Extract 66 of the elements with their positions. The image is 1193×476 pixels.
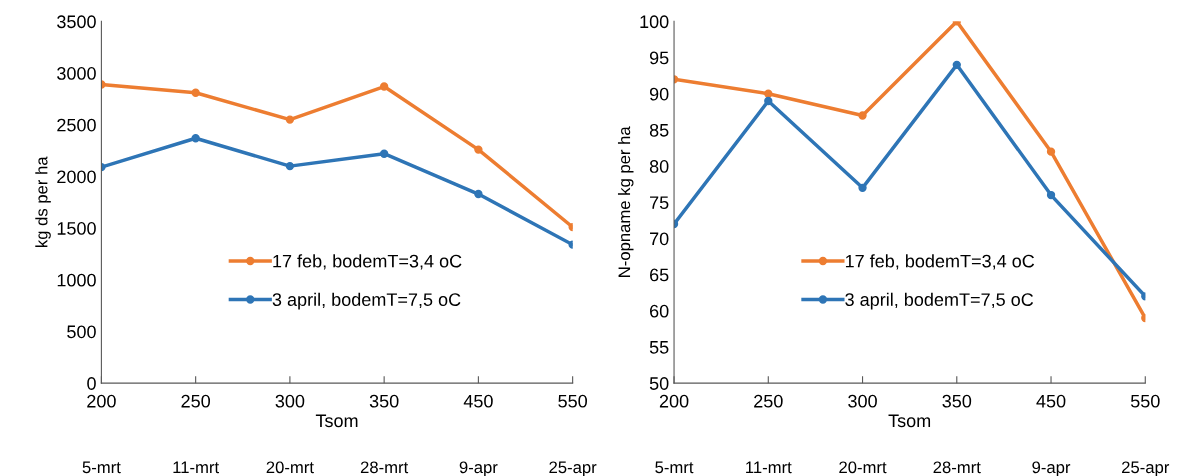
text: 25-apr xyxy=(549,461,597,476)
text: 20-mrt xyxy=(266,461,314,474)
y-tick-label: 1500 xyxy=(57,222,96,235)
point xyxy=(858,111,867,120)
x-tick-label: 250 xyxy=(181,394,211,408)
text: 11-mrt xyxy=(746,461,792,474)
point xyxy=(191,88,200,97)
x-tick-label: 350 xyxy=(369,394,399,408)
y-tick-label: 85 xyxy=(649,123,669,137)
x-tick-label: 300 xyxy=(848,394,877,408)
x-tick-label: 250 xyxy=(754,394,783,408)
y-axis-title: N-opname kg per ha xyxy=(617,126,634,277)
point xyxy=(474,145,483,154)
point xyxy=(191,134,200,143)
text: 9-apr xyxy=(459,461,498,476)
y-tick-label: 75 xyxy=(650,196,669,210)
y-tick-label: 3500 xyxy=(57,15,96,29)
x-tick-label: 200 xyxy=(87,394,116,408)
text: 9-apr xyxy=(1032,461,1071,476)
x-tick-label: 450 xyxy=(463,394,493,408)
x-tick-label: 300 xyxy=(275,394,305,408)
y-tick-label: 0 xyxy=(87,377,96,390)
x-tick-label: 350 xyxy=(942,394,972,408)
text: 28-mrt xyxy=(360,461,409,474)
point xyxy=(379,149,389,158)
y-tick-label: 70 xyxy=(650,232,669,246)
y-tick-label: 55 xyxy=(649,341,669,354)
y-tick-label: 500 xyxy=(67,325,96,339)
text: 28-mrt xyxy=(933,461,981,474)
x-axis-title: Tsom xyxy=(888,414,931,428)
text: 20-mrt xyxy=(839,461,887,474)
y-tick-label: 100 xyxy=(640,15,669,29)
point xyxy=(285,115,295,124)
y-tick-label: 1000 xyxy=(57,273,96,287)
point xyxy=(1046,147,1056,156)
y-axis-title: kg ds per ha xyxy=(35,156,51,248)
y-tick-label: 50 xyxy=(649,377,669,390)
y-tick-label: 65 xyxy=(650,268,669,282)
legend-label: 17 feb, bodemT=3,4 oC xyxy=(273,254,462,270)
point xyxy=(1046,190,1056,200)
y-tick-label: 2500 xyxy=(57,118,96,132)
y-tick-label: 3000 xyxy=(57,67,96,80)
x-axis-title: Tsom xyxy=(315,414,358,428)
legend-label: 17 feb, bodemT=3,4 oC xyxy=(845,254,1035,270)
legend-label: 3 april, bodemT=7,5 oC xyxy=(272,292,461,310)
point xyxy=(858,183,867,192)
y-tick-label: 80 xyxy=(649,160,669,173)
x-tick-label: 550 xyxy=(1130,394,1160,408)
y-tick-label: 95 xyxy=(649,51,669,65)
point xyxy=(952,60,961,69)
y-tick-label: 90 xyxy=(649,87,669,101)
y-tick-label: 60 xyxy=(650,304,669,318)
y-tick-label: 2000 xyxy=(57,170,96,184)
point xyxy=(379,82,389,91)
point xyxy=(285,161,295,171)
point xyxy=(764,96,773,106)
legend-label: 3 april, bodemT=7,5 oC xyxy=(845,292,1034,310)
point xyxy=(474,189,483,199)
x-tick-label: 450 xyxy=(1036,394,1066,408)
x-tick-label: 200 xyxy=(659,394,689,408)
point xyxy=(764,89,773,98)
text: 5-mrt xyxy=(82,461,121,474)
text: 11-mrt xyxy=(173,461,219,474)
x-tick-label: 550 xyxy=(558,394,587,408)
text: 5-mrt xyxy=(655,461,694,474)
text: 25-apr xyxy=(1122,461,1170,476)
